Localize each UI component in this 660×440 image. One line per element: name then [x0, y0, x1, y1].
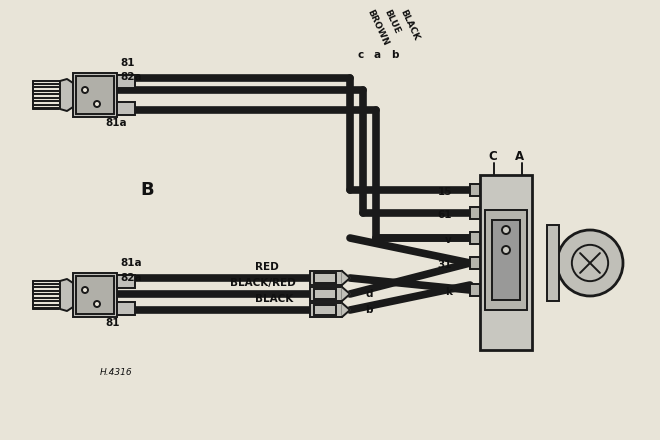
Text: b: b [391, 50, 399, 60]
Bar [73, 273, 117, 317]
Bar [470, 207, 480, 219]
Bar [117, 75, 135, 88]
Circle shape [94, 301, 100, 307]
Circle shape [94, 101, 100, 107]
Bar [470, 232, 480, 244]
Text: B: B [140, 181, 154, 199]
Circle shape [502, 246, 510, 254]
Bar [480, 175, 532, 350]
Bar [310, 287, 342, 301]
Circle shape [502, 226, 510, 234]
Bar [76, 76, 114, 114]
Text: c: c [357, 50, 363, 60]
Bar [117, 275, 135, 288]
Text: BLACK: BLACK [398, 8, 420, 42]
Circle shape [82, 287, 88, 293]
Polygon shape [342, 287, 350, 301]
Text: A: A [515, 150, 524, 163]
Circle shape [82, 87, 88, 93]
Polygon shape [342, 303, 350, 317]
Bar [310, 303, 342, 317]
Text: d: d [365, 289, 372, 299]
Bar [117, 302, 135, 315]
Text: 31: 31 [438, 260, 452, 270]
Text: 61: 61 [438, 210, 452, 220]
Text: BLACK/RED: BLACK/RED [230, 278, 296, 288]
Bar [470, 284, 480, 296]
Polygon shape [342, 271, 350, 285]
Text: 81a: 81a [120, 258, 142, 268]
Bar [310, 271, 342, 285]
Bar [314, 273, 336, 283]
Bar [314, 305, 336, 315]
Text: 81a: 81a [105, 118, 127, 128]
Text: RED: RED [255, 262, 279, 272]
Text: 81: 81 [120, 58, 135, 68]
Text: BROWN: BROWN [365, 8, 389, 47]
Polygon shape [60, 279, 73, 311]
Bar [76, 276, 114, 314]
Bar [492, 220, 520, 300]
Text: b: b [365, 305, 372, 315]
Polygon shape [60, 79, 73, 111]
Text: v: v [446, 235, 452, 245]
Bar [470, 257, 480, 269]
Text: a: a [374, 50, 381, 60]
Text: BLACK: BLACK [255, 294, 293, 304]
Bar [470, 184, 480, 196]
Circle shape [557, 230, 623, 296]
Bar [117, 102, 135, 115]
Text: 15: 15 [438, 187, 452, 197]
Bar [314, 289, 336, 299]
Text: 81: 81 [105, 318, 119, 328]
Text: H.4316: H.4316 [100, 368, 133, 377]
Bar [73, 73, 117, 117]
Text: k: k [445, 287, 452, 297]
Text: 82a: 82a [120, 273, 142, 283]
Text: BLUE: BLUE [382, 8, 401, 35]
Text: 82a: 82a [120, 72, 142, 82]
Bar [547, 225, 559, 301]
Text: C: C [488, 150, 497, 163]
Bar [485, 210, 527, 310]
